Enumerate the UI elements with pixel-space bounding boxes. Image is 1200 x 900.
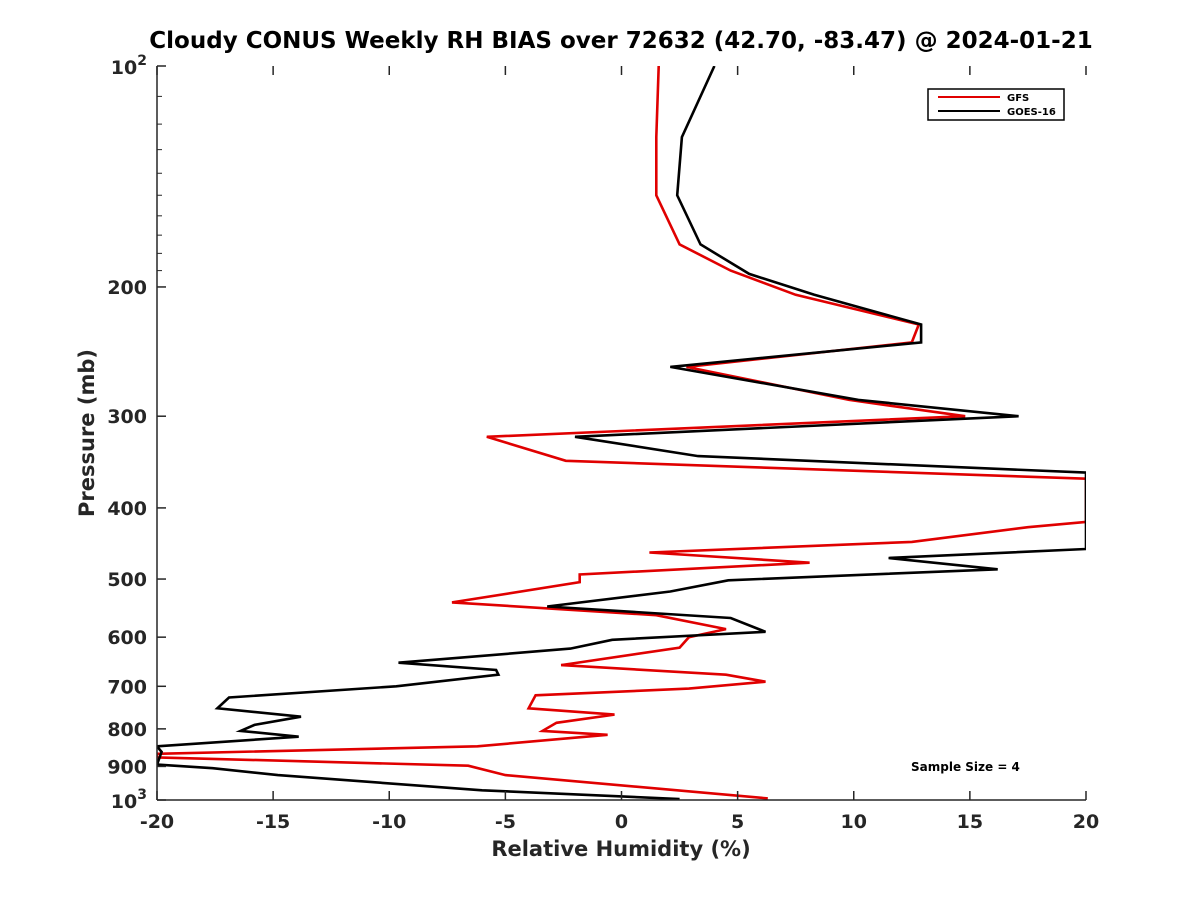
- series-line-gfs: [157, 66, 1086, 800]
- y-tick-label: 200: [107, 277, 147, 299]
- legend-goes-label: GOES-16: [1007, 107, 1056, 118]
- y-tick-label: 900: [107, 756, 147, 778]
- x-tick-label: -5: [495, 811, 516, 833]
- y-tick-label: 300: [107, 406, 147, 428]
- sample-size-annotation: Sample Size = 4: [911, 760, 1020, 774]
- x-tick-label: 5: [731, 811, 744, 833]
- plot-area: [157, 66, 1086, 800]
- series-line-goes-16: [157, 66, 1086, 800]
- y-tick-label-power: 102: [111, 53, 147, 79]
- x-axis-label: Relative Humidity (%): [491, 837, 750, 861]
- y-tick-label-power: 103: [111, 787, 147, 813]
- y-tick-label: 400: [107, 498, 147, 520]
- y-tick-label: 600: [107, 627, 147, 649]
- chart-title: Cloudy CONUS Weekly RH BIAS over 72632 (…: [149, 28, 1093, 54]
- x-tick-label: 0: [615, 811, 628, 833]
- legend-box: [927, 88, 1065, 121]
- x-tick-label: 10: [841, 811, 867, 833]
- x-tick-label: 15: [957, 811, 983, 833]
- x-tick-label: 20: [1073, 811, 1099, 833]
- legend-gfs-label: GFS: [1007, 93, 1029, 104]
- y-tick-label: 800: [107, 719, 147, 741]
- x-tick-label: -15: [256, 811, 290, 833]
- y-axis-ticks: 102 200 300 400 500 600 700 800 900 103: [107, 53, 166, 813]
- series-layer: [157, 66, 1086, 800]
- x-tick-label: -20: [140, 811, 174, 833]
- y-tick-label: 700: [107, 676, 147, 698]
- y-tick-label: 500: [107, 569, 147, 591]
- y-axis-label: Pressure (mb): [75, 349, 99, 517]
- x-tick-label: -10: [372, 811, 406, 833]
- legend: GFS GOES-16: [927, 88, 1065, 121]
- x-axis-ticks: -20 -15 -10 -5 0 5 10 15 20: [140, 66, 1099, 833]
